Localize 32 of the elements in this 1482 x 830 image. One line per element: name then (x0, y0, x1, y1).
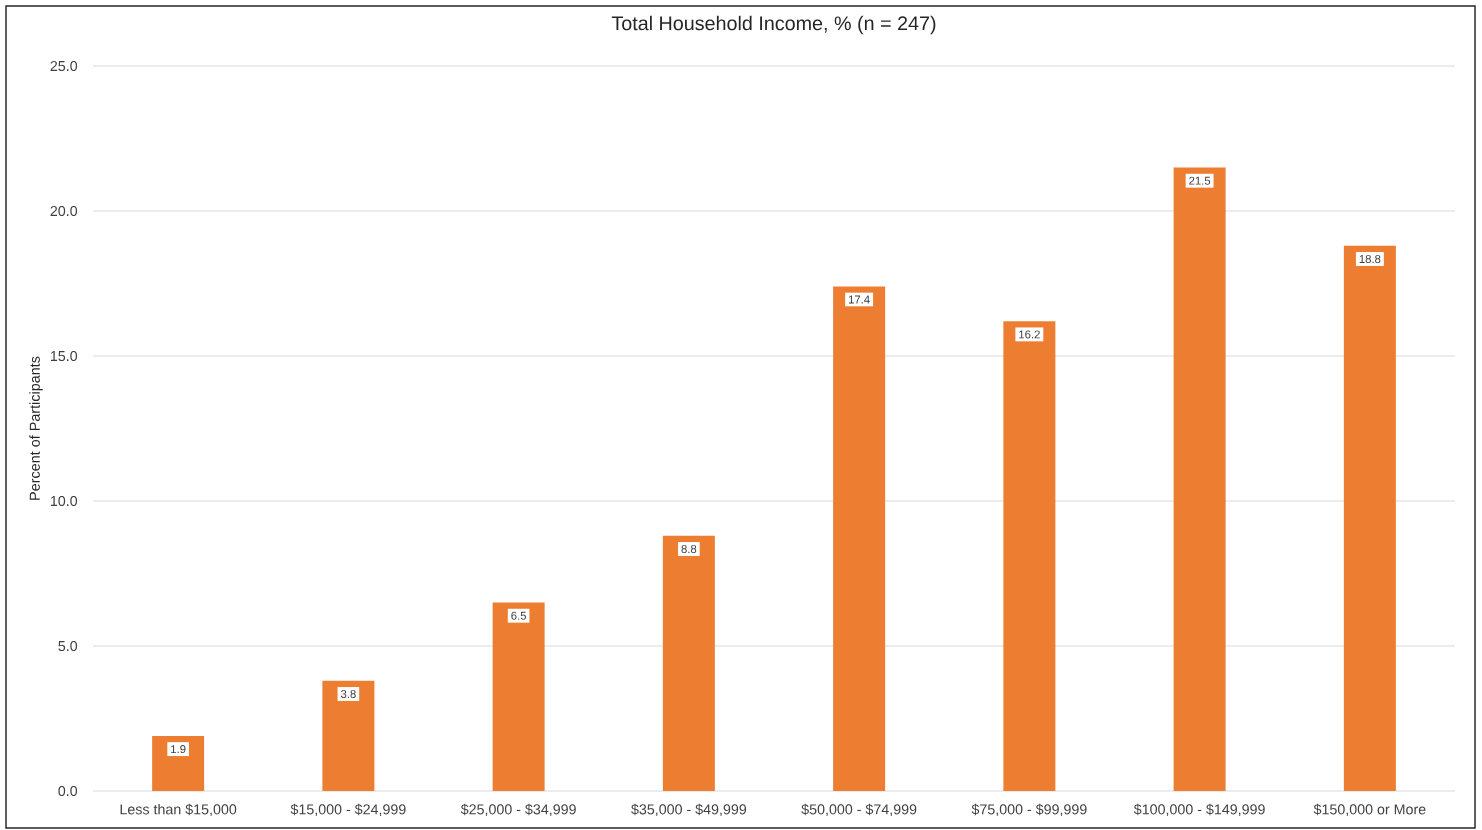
x-tick-label: $75,000 - $99,999 (971, 803, 1087, 817)
data-label: 6.5 (511, 611, 527, 620)
y-axis-title: Percent of Participants (29, 356, 43, 500)
data-label: 1.9 (171, 745, 186, 754)
data-label: 8.8 (681, 545, 697, 554)
x-tick-label: $50,000 - $74,999 (801, 803, 917, 817)
bar (322, 680, 375, 791)
y-tick-label: 0.0 (58, 785, 78, 797)
data-label: 21.5 (1189, 176, 1211, 185)
data-label: 3.8 (340, 689, 356, 698)
x-tick-label: $35,000 - $49,999 (631, 803, 747, 817)
x-tick-label: $150,000 or More (1313, 803, 1426, 817)
bar (662, 535, 715, 791)
y-tick-label: 25.0 (50, 60, 78, 72)
bar (833, 286, 886, 791)
chart-title: Total Household Income, % (n = 247) (611, 15, 936, 35)
bar (1343, 245, 1396, 791)
y-tick-label: 10.0 (50, 495, 78, 507)
y-tick-label: 15.0 (50, 350, 78, 362)
bar (492, 602, 545, 791)
y-tick-label: 5.0 (58, 640, 78, 652)
data-label: 16.2 (1019, 330, 1040, 339)
bar (1003, 321, 1056, 791)
y-tick-label: 20.0 (50, 205, 78, 217)
bar (152, 735, 205, 791)
x-tick-label: $15,000 - $24,999 (290, 803, 406, 817)
x-tick-label: $100,000 - $149,999 (1133, 803, 1265, 817)
bar (1173, 167, 1226, 791)
x-tick-label: Less than $15,000 (120, 803, 237, 817)
x-tick-label: $25,000 - $34,999 (460, 803, 576, 817)
data-label: 17.4 (848, 295, 870, 304)
data-label: 18.8 (1359, 255, 1381, 264)
